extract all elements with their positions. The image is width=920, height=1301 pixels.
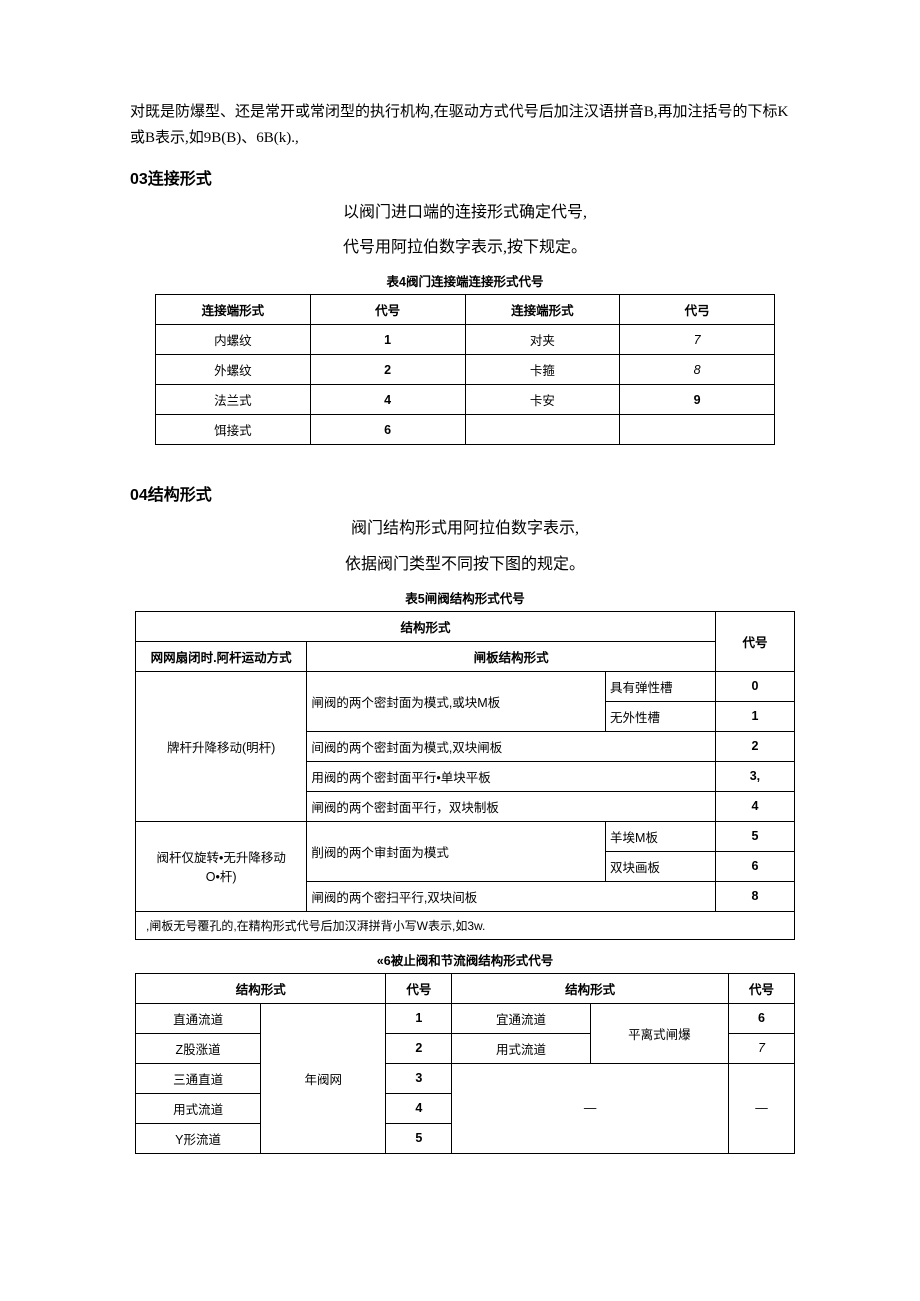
intro-paragraph: 对既是防爆型、还是常开或常闭型的执行机构,在驱动方式代号后加注汉语拼音B,再加注…: [130, 100, 800, 151]
table-header: 网网扇闭时.阿杆运动方式: [151, 651, 292, 665]
table-row: 外螺纹 2 卡箍 8: [156, 355, 775, 385]
cell: —: [755, 1101, 768, 1115]
table5: 结构形式 代号 网网扇闭时.阿杆运动方式 闸板结构形式 牌杆升降移动(明杆) 闸…: [135, 611, 795, 940]
cell: 5: [415, 1131, 422, 1145]
table-row: 法兰式 4 卡安 9: [156, 385, 775, 415]
table6-caption: «6被止阀和节流阀结构形式代号: [130, 950, 800, 969]
table-header: 闸板结构形式: [474, 651, 549, 665]
cell: 0: [751, 679, 758, 693]
cell: 2: [415, 1041, 422, 1055]
cell: 4: [384, 393, 391, 407]
cell: 7: [758, 1041, 765, 1055]
cell: 4: [415, 1101, 422, 1115]
cell: —: [584, 1101, 597, 1115]
table-header: 连接端形式: [511, 304, 574, 318]
table5-header-row-2: 网网扇闭时.阿杆运动方式 闸板结构形式: [136, 641, 795, 671]
cell: 牌杆升降移动(明杆): [167, 741, 275, 755]
table-header: 连接端形式: [202, 304, 265, 318]
table-header: 结构形式: [565, 983, 615, 997]
cell: 外螺纹: [214, 364, 252, 378]
cell: 削阀的两个审封面为模式: [311, 846, 449, 860]
cell: 对夹: [530, 334, 555, 348]
table-row: 三通直道 3 — —: [136, 1063, 795, 1093]
cell: 8: [694, 363, 701, 377]
section-04-title: 04结构形式: [130, 481, 800, 505]
cell: 3: [415, 1071, 422, 1085]
table-header: 代号: [742, 636, 767, 650]
cell: 1: [384, 333, 391, 347]
cell: 直通流道: [173, 1013, 223, 1027]
table-row: 阀杆仅旋转•无升降移动 O•杆) 削阀的两个审封面为模式 羊埃M板 5: [136, 821, 795, 851]
table-row: 直通流道 年阀网 1 宜通流道 平离式闸爆 6: [136, 1003, 795, 1033]
cell: 饵接式: [214, 424, 252, 438]
cell: Z股涨道: [176, 1043, 221, 1057]
table-header: 代弓: [685, 304, 710, 318]
table6: 结构形式 代号 结构形式 代号 直通流道 年阀网 1 宜通流道 平离式闸爆 6 …: [135, 973, 795, 1154]
cell: 闸阀的两个密封面为模式,或块M板: [311, 696, 500, 710]
cell: 用式流道: [496, 1043, 546, 1057]
cell: 阀杆仅旋转•无升降移动: [156, 851, 285, 865]
cell: 内螺纹: [214, 334, 252, 348]
cell: 1: [415, 1011, 422, 1025]
table-header: 代号: [749, 983, 774, 997]
table5-header-row-1: 结构形式 代号: [136, 611, 795, 641]
cell: 平离式闸爆: [628, 1028, 691, 1042]
cell: 3,: [750, 769, 760, 783]
cell: 宜通流道: [496, 1013, 546, 1027]
cell: 5: [751, 829, 758, 843]
table4: 连接端形式 代号 连接端形式 代弓 内螺纹 1 对夹 7 外螺纹 2 卡箍 8 …: [155, 294, 775, 445]
table5-note-row: ,闸板无号覆孔的,在精构形式代号后加汉湃拼背小写W表示,如3w.: [136, 911, 795, 939]
table4-header-row: 连接端形式 代号 连接端形式 代弓: [156, 295, 775, 325]
sec04-lead-1: 阀门结构形式用阿拉伯数字表示,: [130, 515, 800, 542]
cell: O•杆): [206, 870, 237, 884]
table-header: 结构形式: [400, 621, 450, 635]
table-header: 代号: [406, 983, 431, 997]
cell: 具有弹性槽: [610, 681, 673, 695]
cell: 间阀的两个密封面为模式,双块闸板: [311, 741, 502, 755]
cell: 闸阀的两个密封面平行，双块制板: [311, 801, 499, 815]
cell: 用阀的两个密封面平行•单块平板: [311, 771, 490, 785]
table-row: 内螺纹 1 对夹 7: [156, 325, 775, 355]
cell: 6: [384, 423, 391, 437]
cell: 闸阀的两个密扫平行,双块间板: [311, 891, 477, 905]
table5-note: ,闸板无号覆孔的,在精构形式代号后加汉湃拼背小写W表示,如3w.: [146, 919, 485, 933]
table5-caption: 表5闸阀结构形式代号: [130, 588, 800, 607]
cell: 7: [694, 333, 701, 347]
table-row: 饵接式 6: [156, 415, 775, 445]
cell: 用式流道: [173, 1103, 223, 1117]
table4-caption: 表4阀门连接端连接形式代号: [130, 271, 800, 290]
cell: 无外性槽: [610, 711, 660, 725]
cell: 羊埃M板: [610, 831, 658, 845]
cell: 6: [751, 859, 758, 873]
cell: 三通直道: [173, 1073, 223, 1087]
cell: 2: [751, 739, 758, 753]
cell: 法兰式: [214, 394, 252, 408]
table-row: 牌杆升降移动(明杆) 闸阀的两个密封面为模式,或块M板 具有弹性槽 0: [136, 671, 795, 701]
cell: 9: [694, 393, 701, 407]
cell: 4: [751, 799, 758, 813]
cell: 双块画板: [610, 861, 660, 875]
cell: Y形流道: [175, 1133, 221, 1147]
table6-header-row: 结构形式 代号 结构形式 代号: [136, 973, 795, 1003]
cell: 年阀网: [305, 1073, 343, 1087]
cell: 1: [751, 709, 758, 723]
sec04-lead-2: 依据阀门类型不同按下图的规定。: [130, 551, 800, 578]
cell: 卡箍: [530, 364, 555, 378]
cell: 2: [384, 363, 391, 377]
cell: 卡安: [530, 394, 555, 408]
sec03-lead-2: 代号用阿拉伯数字表示,按下规定。: [130, 234, 800, 261]
table-header: 代号: [375, 304, 400, 318]
table-header: 结构形式: [236, 983, 286, 997]
sec03-lead-1: 以阀门进口端的连接形式确定代号,: [130, 199, 800, 226]
cell: 8: [751, 889, 758, 903]
cell: 6: [758, 1011, 765, 1025]
section-03-title: 03连接形式: [130, 165, 800, 189]
